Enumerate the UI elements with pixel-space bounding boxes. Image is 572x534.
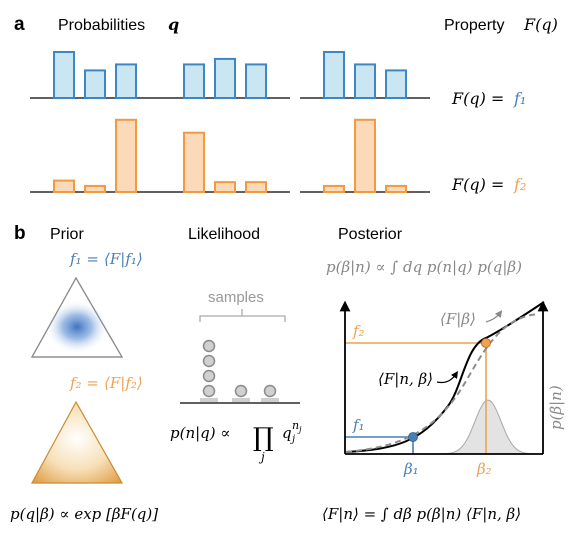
bottom-formula: ⟨F|n⟩ = ∫ dβ p(β|n) ⟨F|n, β⟩ (322, 505, 521, 523)
row1-group2-bar1 (183, 63, 205, 99)
beta1-label: β₁ (403, 460, 419, 478)
property-label: Property (444, 17, 504, 34)
samples-label: samples (208, 289, 264, 306)
row2-group3-bar2 (354, 118, 376, 193)
row1-equation-f1: f₁ (513, 89, 526, 108)
row2-group3-bar3 (385, 184, 407, 193)
f1-axis-label: f₁ (352, 416, 365, 434)
sample-stack-base-2 (232, 398, 250, 402)
beta2-label: β₂ (476, 460, 492, 478)
row1-group2-bar2 (214, 57, 236, 99)
sample-stack-base-1 (200, 398, 218, 402)
row1-bar-groups (30, 51, 430, 100)
likelihood-product-index: j (258, 450, 265, 464)
F-beta-label: ⟨F|β⟩ (440, 310, 476, 328)
sample-ball-1-1 (202, 384, 216, 398)
posterior-plot (339, 300, 549, 455)
likelihood-q-subscript: j (290, 434, 295, 445)
property-symbol: F(q) (523, 15, 558, 34)
likelihood-formula-left: p(n|q) ∝ (170, 424, 231, 442)
posterior-title: Posterior (338, 226, 403, 243)
likelihood-q: q (282, 424, 292, 442)
f2-definition-left: f₂ = (69, 374, 99, 392)
sample-ball-2-1 (234, 384, 248, 398)
row2-group1-bar2 (84, 184, 106, 193)
likelihood-title: Likelihood (188, 226, 260, 243)
samples-bracket (199, 309, 286, 322)
row1-group3-bar1 (323, 51, 345, 99)
posterior-formula: p(β|n) ∝ ∫ dq p(n|q) p(q|β) (326, 258, 522, 276)
row1-group3-bar3 (385, 69, 407, 100)
probabilities-label: Probabilities (58, 17, 145, 34)
panel-a-letter: a (14, 14, 25, 35)
likelihood-exponent-subscript: j (297, 425, 302, 434)
likelihood-exponent: n (292, 419, 299, 432)
sample-stack-base-3 (261, 398, 279, 402)
row2-group3-bar1 (323, 184, 345, 193)
f1-definition-right: ⟨F|f₁⟩ (104, 250, 143, 268)
row1-group1-bar2 (84, 69, 106, 100)
prior-title: Prior (50, 226, 84, 243)
row1-equation-left: F(q) = (451, 89, 504, 108)
F-beta-arrow (485, 310, 503, 323)
sample-ball-1-2 (202, 369, 216, 383)
row2-group1-bar3 (115, 118, 137, 193)
prior-formula: p(q|β) ∝ exp [βF(q)] (10, 505, 158, 523)
row2-group1-bar1 (53, 179, 75, 194)
q-symbol: q (168, 15, 179, 34)
orange-prior-simplex (30, 400, 124, 484)
beta1-point (408, 432, 418, 442)
likelihood-product-symbol: ∏ (253, 423, 274, 453)
row1-group3-bar2 (354, 63, 376, 99)
f2-axis-label: f₂ (352, 322, 365, 340)
posterior-right-axis-label: p(β|n) (547, 385, 565, 430)
sample-ball-1-3 (202, 354, 216, 368)
blue-prior-simplex (30, 276, 124, 358)
row2-group2-bar1 (183, 131, 205, 193)
panel-b-letter: b (14, 223, 26, 244)
f1-definition-left: f₁ = (69, 250, 99, 268)
beta2-point (481, 338, 491, 348)
sample-ball-3-1 (263, 384, 277, 398)
conditional-mean-curve (345, 301, 545, 453)
prior-mean-curve (345, 313, 539, 453)
posterior-gaussian (436, 399, 540, 455)
f2-definition-right: ⟨F|f₂⟩ (104, 374, 143, 392)
row2-equation-f2: f₂ (513, 175, 526, 194)
row1-group1-bar3 (115, 63, 137, 99)
row1-group2-bar3 (245, 63, 267, 99)
row2-group2-bar3 (245, 181, 267, 193)
row1-group1-bar1 (53, 51, 75, 99)
F-n-beta-arrow (436, 371, 458, 384)
row2-bar-groups (30, 118, 430, 194)
sample-stacks (200, 339, 279, 402)
row2-equation-left: F(q) = (451, 175, 504, 194)
sample-ball-1-4 (202, 339, 216, 353)
F-n-beta-label: ⟨F|n, β⟩ (378, 370, 433, 388)
row2-group2-bar2 (214, 181, 236, 193)
